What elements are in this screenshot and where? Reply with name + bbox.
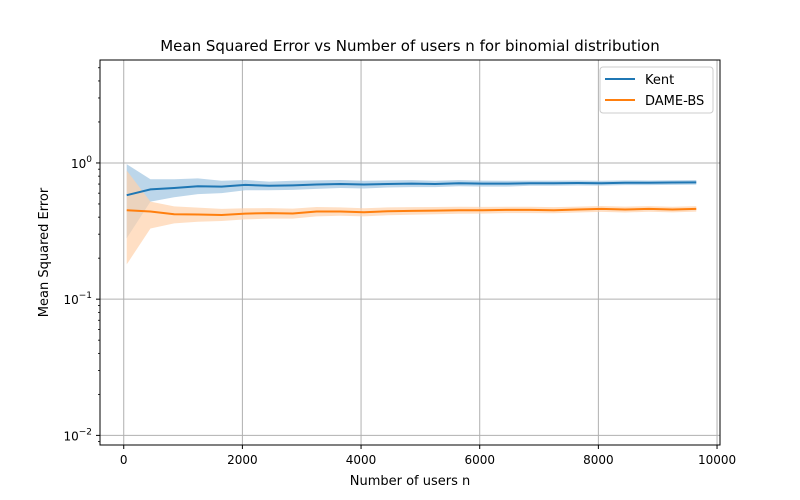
legend-label-dame-bs: DAME-BS <box>645 94 704 109</box>
y-axis-label: Mean Squared Error <box>37 187 52 317</box>
x-tick-label: 2000 <box>227 453 258 467</box>
chart-title: Mean Squared Error vs Number of users n … <box>160 37 660 55</box>
legend-label-kent: Kent <box>645 73 674 88</box>
grid-lines <box>100 60 720 445</box>
confidence-band-dame-bs <box>126 170 697 265</box>
series-lines <box>126 181 697 216</box>
y-tick-label: 100 <box>71 155 92 171</box>
x-tick-label: 8000 <box>583 453 614 467</box>
series-line-kent <box>126 181 697 197</box>
y-tick-label: 10−1 <box>63 291 92 307</box>
x-tick-label: 6000 <box>464 453 495 467</box>
x-tick-label: 0 <box>120 453 128 467</box>
legend: Kent DAME-BS <box>599 66 714 114</box>
y-tick-label: 10−2 <box>63 427 92 443</box>
x-tick-label: 10000 <box>698 453 736 467</box>
x-tick-label: 4000 <box>346 453 377 467</box>
plot-area-background <box>100 60 720 445</box>
y-axis-ticks: 10−2 10−1 100 <box>63 67 100 443</box>
plot-area-frame <box>99 59 721 446</box>
x-axis-ticks: 0 2000 4000 6000 8000 10000 <box>120 445 736 467</box>
x-axis-label: Number of users n <box>350 474 471 489</box>
series-line-dame-bs <box>126 207 697 216</box>
